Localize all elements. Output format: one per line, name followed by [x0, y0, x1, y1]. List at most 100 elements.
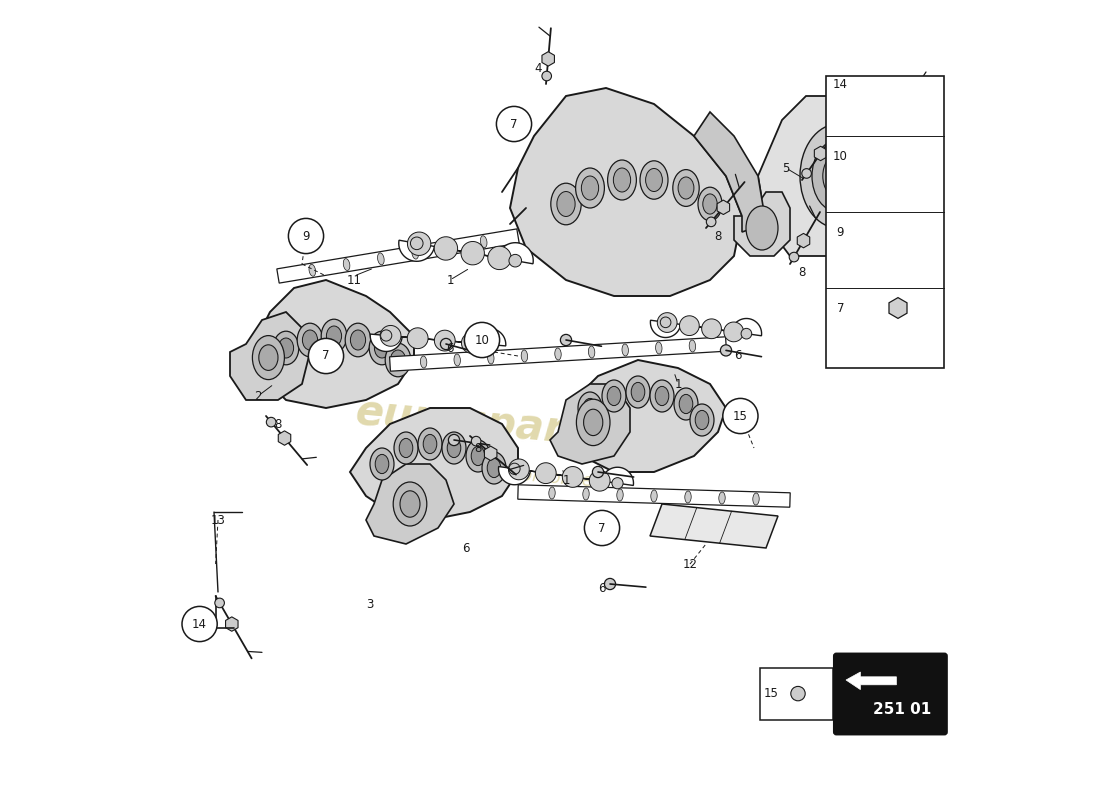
- Ellipse shape: [407, 328, 428, 349]
- Ellipse shape: [447, 242, 453, 254]
- Ellipse shape: [656, 386, 669, 406]
- Polygon shape: [758, 96, 894, 256]
- Ellipse shape: [258, 345, 278, 370]
- Text: 8: 8: [799, 266, 805, 278]
- Polygon shape: [278, 431, 290, 446]
- Polygon shape: [518, 485, 790, 507]
- Circle shape: [464, 322, 499, 358]
- Circle shape: [542, 71, 551, 81]
- Ellipse shape: [646, 169, 662, 191]
- Ellipse shape: [370, 331, 395, 365]
- Polygon shape: [889, 298, 908, 318]
- Ellipse shape: [626, 376, 650, 408]
- Circle shape: [877, 226, 888, 238]
- Ellipse shape: [418, 428, 442, 460]
- Ellipse shape: [678, 177, 694, 199]
- Text: 4: 4: [535, 62, 541, 74]
- Circle shape: [790, 688, 801, 699]
- Circle shape: [789, 252, 799, 262]
- Ellipse shape: [434, 330, 455, 351]
- Ellipse shape: [557, 191, 575, 217]
- Ellipse shape: [448, 438, 461, 458]
- Ellipse shape: [695, 410, 708, 430]
- Text: 5: 5: [782, 162, 790, 174]
- Circle shape: [706, 217, 716, 226]
- Ellipse shape: [399, 438, 412, 458]
- Ellipse shape: [724, 322, 744, 342]
- Text: 8: 8: [714, 230, 722, 242]
- Ellipse shape: [698, 187, 722, 221]
- Circle shape: [449, 434, 460, 446]
- Polygon shape: [542, 52, 554, 66]
- Polygon shape: [389, 337, 726, 371]
- Polygon shape: [254, 280, 414, 408]
- Text: 9: 9: [837, 226, 844, 238]
- Circle shape: [496, 106, 531, 142]
- Ellipse shape: [685, 491, 691, 503]
- Ellipse shape: [576, 399, 610, 446]
- Ellipse shape: [466, 440, 490, 472]
- Text: 251 01: 251 01: [873, 702, 932, 717]
- Circle shape: [791, 686, 805, 701]
- Ellipse shape: [343, 258, 350, 270]
- Circle shape: [509, 463, 520, 474]
- Text: a passion for automobiles: a passion for automobiles: [370, 453, 603, 491]
- Ellipse shape: [718, 492, 725, 504]
- Text: 7: 7: [598, 522, 606, 534]
- Circle shape: [266, 418, 276, 427]
- Polygon shape: [277, 229, 519, 283]
- Ellipse shape: [370, 448, 394, 480]
- Ellipse shape: [377, 253, 384, 265]
- Circle shape: [410, 237, 424, 250]
- Polygon shape: [350, 408, 518, 520]
- Text: 3: 3: [366, 598, 374, 610]
- Ellipse shape: [420, 356, 427, 368]
- Ellipse shape: [471, 446, 485, 466]
- Ellipse shape: [302, 330, 318, 350]
- Ellipse shape: [327, 326, 342, 346]
- Circle shape: [723, 398, 758, 434]
- Ellipse shape: [588, 346, 595, 358]
- Ellipse shape: [487, 458, 500, 478]
- Polygon shape: [498, 466, 634, 486]
- Ellipse shape: [583, 488, 590, 500]
- Ellipse shape: [746, 206, 778, 250]
- Ellipse shape: [461, 242, 484, 265]
- Circle shape: [381, 330, 392, 341]
- Ellipse shape: [309, 264, 316, 276]
- Circle shape: [214, 598, 224, 608]
- Ellipse shape: [481, 236, 487, 248]
- Polygon shape: [846, 672, 896, 690]
- Circle shape: [604, 578, 616, 590]
- Ellipse shape: [680, 316, 700, 335]
- Text: 1: 1: [562, 474, 570, 486]
- Polygon shape: [399, 240, 534, 264]
- FancyBboxPatch shape: [826, 76, 945, 368]
- Ellipse shape: [394, 432, 418, 464]
- Ellipse shape: [521, 350, 528, 362]
- Text: 11: 11: [346, 274, 362, 286]
- Circle shape: [440, 338, 452, 350]
- Text: 13: 13: [210, 514, 225, 526]
- Ellipse shape: [487, 352, 494, 364]
- Text: 6: 6: [447, 342, 453, 354]
- Ellipse shape: [656, 342, 662, 354]
- Text: 12: 12: [682, 558, 697, 570]
- Ellipse shape: [345, 323, 371, 357]
- Ellipse shape: [454, 354, 461, 366]
- Circle shape: [484, 339, 495, 350]
- Text: 8: 8: [474, 442, 482, 454]
- Polygon shape: [510, 88, 742, 296]
- Ellipse shape: [407, 232, 431, 255]
- Polygon shape: [798, 234, 810, 248]
- Ellipse shape: [674, 388, 698, 420]
- Polygon shape: [566, 360, 726, 472]
- Polygon shape: [717, 200, 729, 214]
- Polygon shape: [484, 446, 497, 461]
- Text: 14: 14: [833, 78, 848, 90]
- Ellipse shape: [673, 170, 700, 206]
- Ellipse shape: [393, 482, 427, 526]
- Polygon shape: [734, 192, 790, 256]
- Ellipse shape: [411, 247, 418, 259]
- Circle shape: [660, 317, 671, 328]
